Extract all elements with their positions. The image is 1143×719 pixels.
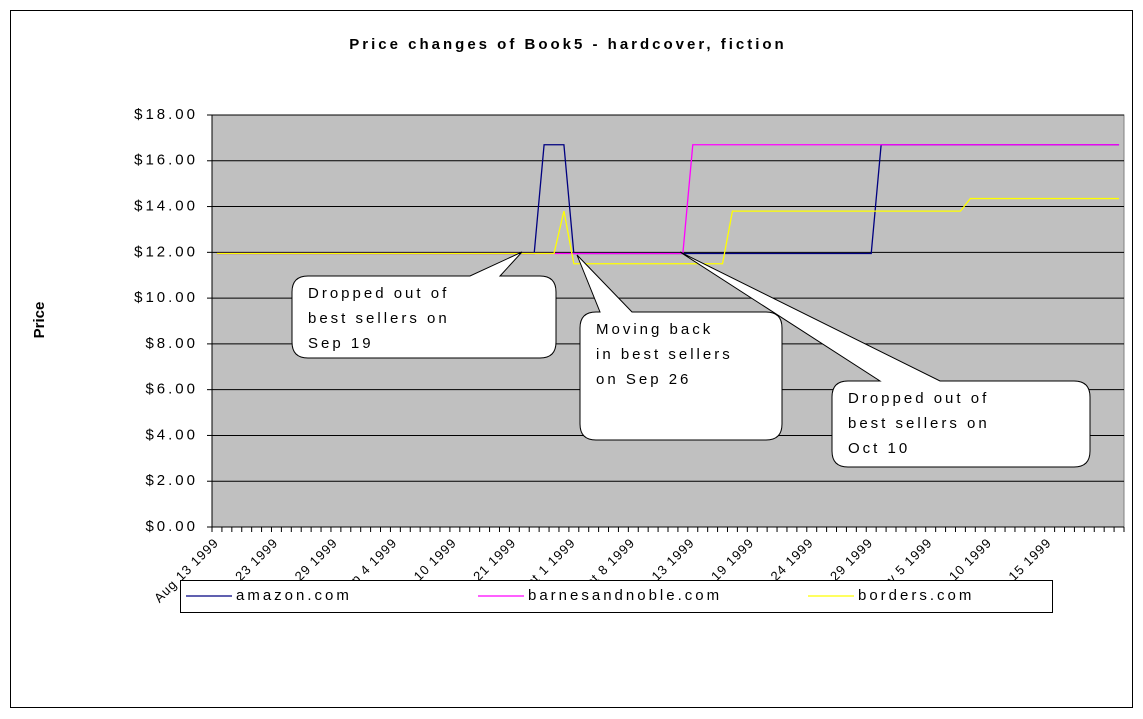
y-tick-label: $10.00 (134, 289, 198, 306)
y-tick-label: $18.00 (134, 106, 198, 123)
y-tick-label: $14.00 (134, 198, 198, 215)
y-tick-label: $4.00 (145, 426, 198, 443)
callout-text: Dropped out of (848, 390, 989, 407)
callout-text: Moving back (596, 321, 713, 338)
y-tick-label: $16.00 (134, 152, 198, 169)
y-tick-label: $8.00 (145, 335, 198, 352)
series-line (216, 197, 1120, 265)
y-tick-label: $0.00 (145, 518, 198, 535)
callout-text: Dropped out of (308, 285, 449, 302)
legend-label: barnesandnoble.com (528, 587, 722, 604)
y-tick-label: $12.00 (134, 243, 198, 260)
y-axis-label: Price (31, 302, 48, 339)
y-tick-label: $6.00 (145, 381, 198, 398)
callout-text: Oct 10 (848, 440, 910, 457)
legend-label: borders.com (858, 587, 974, 604)
legend-label: amazon.com (236, 587, 352, 604)
callout-text: best sellers on (848, 415, 990, 432)
callout (291, 251, 557, 359)
y-tick-label: $2.00 (145, 472, 198, 489)
chart-title: Price changes of Book5 - hardcover, fict… (349, 36, 786, 53)
callout-text: Sep 19 (308, 335, 374, 352)
callout-text: on Sep 26 (596, 371, 691, 388)
callout (679, 251, 1091, 468)
legend-box (180, 580, 1053, 613)
callout-text: in best sellers (596, 346, 733, 363)
callout-text: best sellers on (308, 310, 450, 327)
